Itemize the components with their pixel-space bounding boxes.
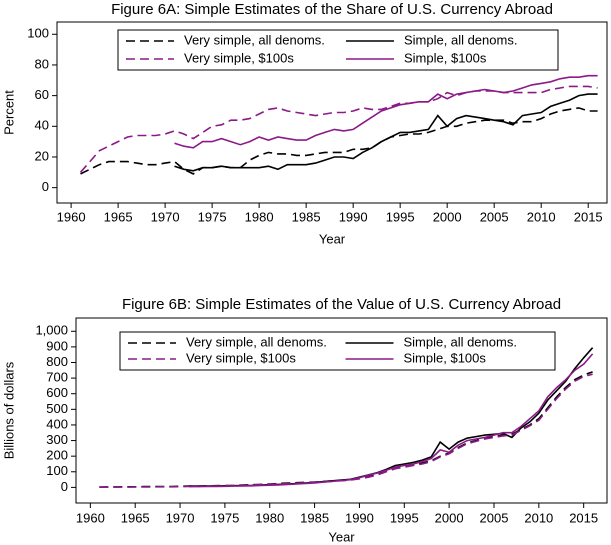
x-tick-label: 1990	[345, 510, 374, 525]
y-tick-label: 20	[35, 148, 49, 163]
y-tick-label: 200	[46, 448, 68, 463]
x-tick-label: 2010	[524, 510, 553, 525]
y-tick-label: 500	[46, 401, 68, 416]
x-tick-label: 1985	[292, 209, 321, 224]
chart-title: Figure 6B: Simple Estimates of the Value…	[122, 296, 561, 313]
x-tick-label: 1990	[339, 209, 368, 224]
x-tick-label: 1960	[76, 510, 105, 525]
plot-area	[56, 21, 608, 204]
y-tick-label: 700	[46, 370, 68, 385]
legend-label: Simple, $100s	[404, 50, 487, 65]
x-tick-label: 2010	[527, 209, 556, 224]
x-tick-label: 1985	[300, 510, 329, 525]
y-tick-label: 100	[27, 26, 49, 41]
x-tick-label: 1995	[390, 510, 419, 525]
y-tick-label: 300	[46, 432, 68, 447]
series-line	[99, 373, 593, 488]
x-axis-label: Year	[328, 529, 355, 544]
y-tick-label: 0	[61, 479, 68, 494]
y-tick-label: 60	[35, 87, 49, 102]
series-line	[174, 93, 598, 172]
y-tick-label: 800	[46, 354, 68, 369]
x-tick-label: 2015	[574, 209, 603, 224]
x-tick-label: 1980	[255, 510, 284, 525]
chart-title: Figure 6A: Simple Estimates of the Share…	[111, 1, 553, 18]
legend-label: Simple, all denoms.	[404, 32, 517, 47]
x-tick-label: 1995	[386, 209, 415, 224]
x-tick-label: 1975	[210, 510, 239, 525]
x-tick-label: 1970	[166, 510, 195, 525]
series-line	[189, 353, 594, 488]
plot-area	[75, 317, 608, 504]
y-tick-label: 1,000	[35, 323, 68, 338]
y-tick-label: 100	[46, 463, 68, 478]
legend-box	[119, 331, 556, 371]
y-tick-label: 0	[42, 179, 49, 194]
y-tick-label: 900	[46, 338, 68, 353]
x-tick-label: 2015	[569, 510, 598, 525]
legend-label: Very simple, all denoms.	[184, 32, 325, 47]
y-tick-label: 400	[46, 416, 68, 431]
x-tick-label: 2005	[480, 209, 509, 224]
series-line	[80, 107, 598, 175]
legend-label: Simple, $100s	[404, 350, 487, 365]
x-tick-label: 2000	[433, 209, 462, 224]
legend-label: Very simple, $100s	[184, 50, 294, 65]
x-axis-label: Year	[319, 231, 346, 246]
x-tick-label: 1960	[57, 209, 86, 224]
series-line	[174, 74, 598, 149]
x-tick-label: 2000	[435, 510, 464, 525]
x-tick-label: 1975	[198, 209, 227, 224]
legend-label: Very simple, all denoms.	[186, 334, 327, 349]
legend-label: Simple, all denoms.	[404, 334, 517, 349]
legend-box	[117, 29, 559, 71]
y-tick-label: 40	[35, 118, 49, 133]
y-axis-label: Billions of dollars	[1, 361, 16, 459]
x-tick-label: 1980	[245, 209, 274, 224]
x-tick-label: 1965	[121, 510, 150, 525]
y-tick-label: 80	[35, 56, 49, 71]
y-tick-label: 600	[46, 385, 68, 400]
series-line	[79, 85, 598, 173]
y-axis-label: Percent	[1, 90, 16, 135]
x-tick-label: 1965	[104, 209, 133, 224]
x-tick-label: 2005	[480, 510, 509, 525]
legend-label: Very simple, $100s	[186, 350, 296, 365]
x-tick-label: 1970	[151, 209, 180, 224]
